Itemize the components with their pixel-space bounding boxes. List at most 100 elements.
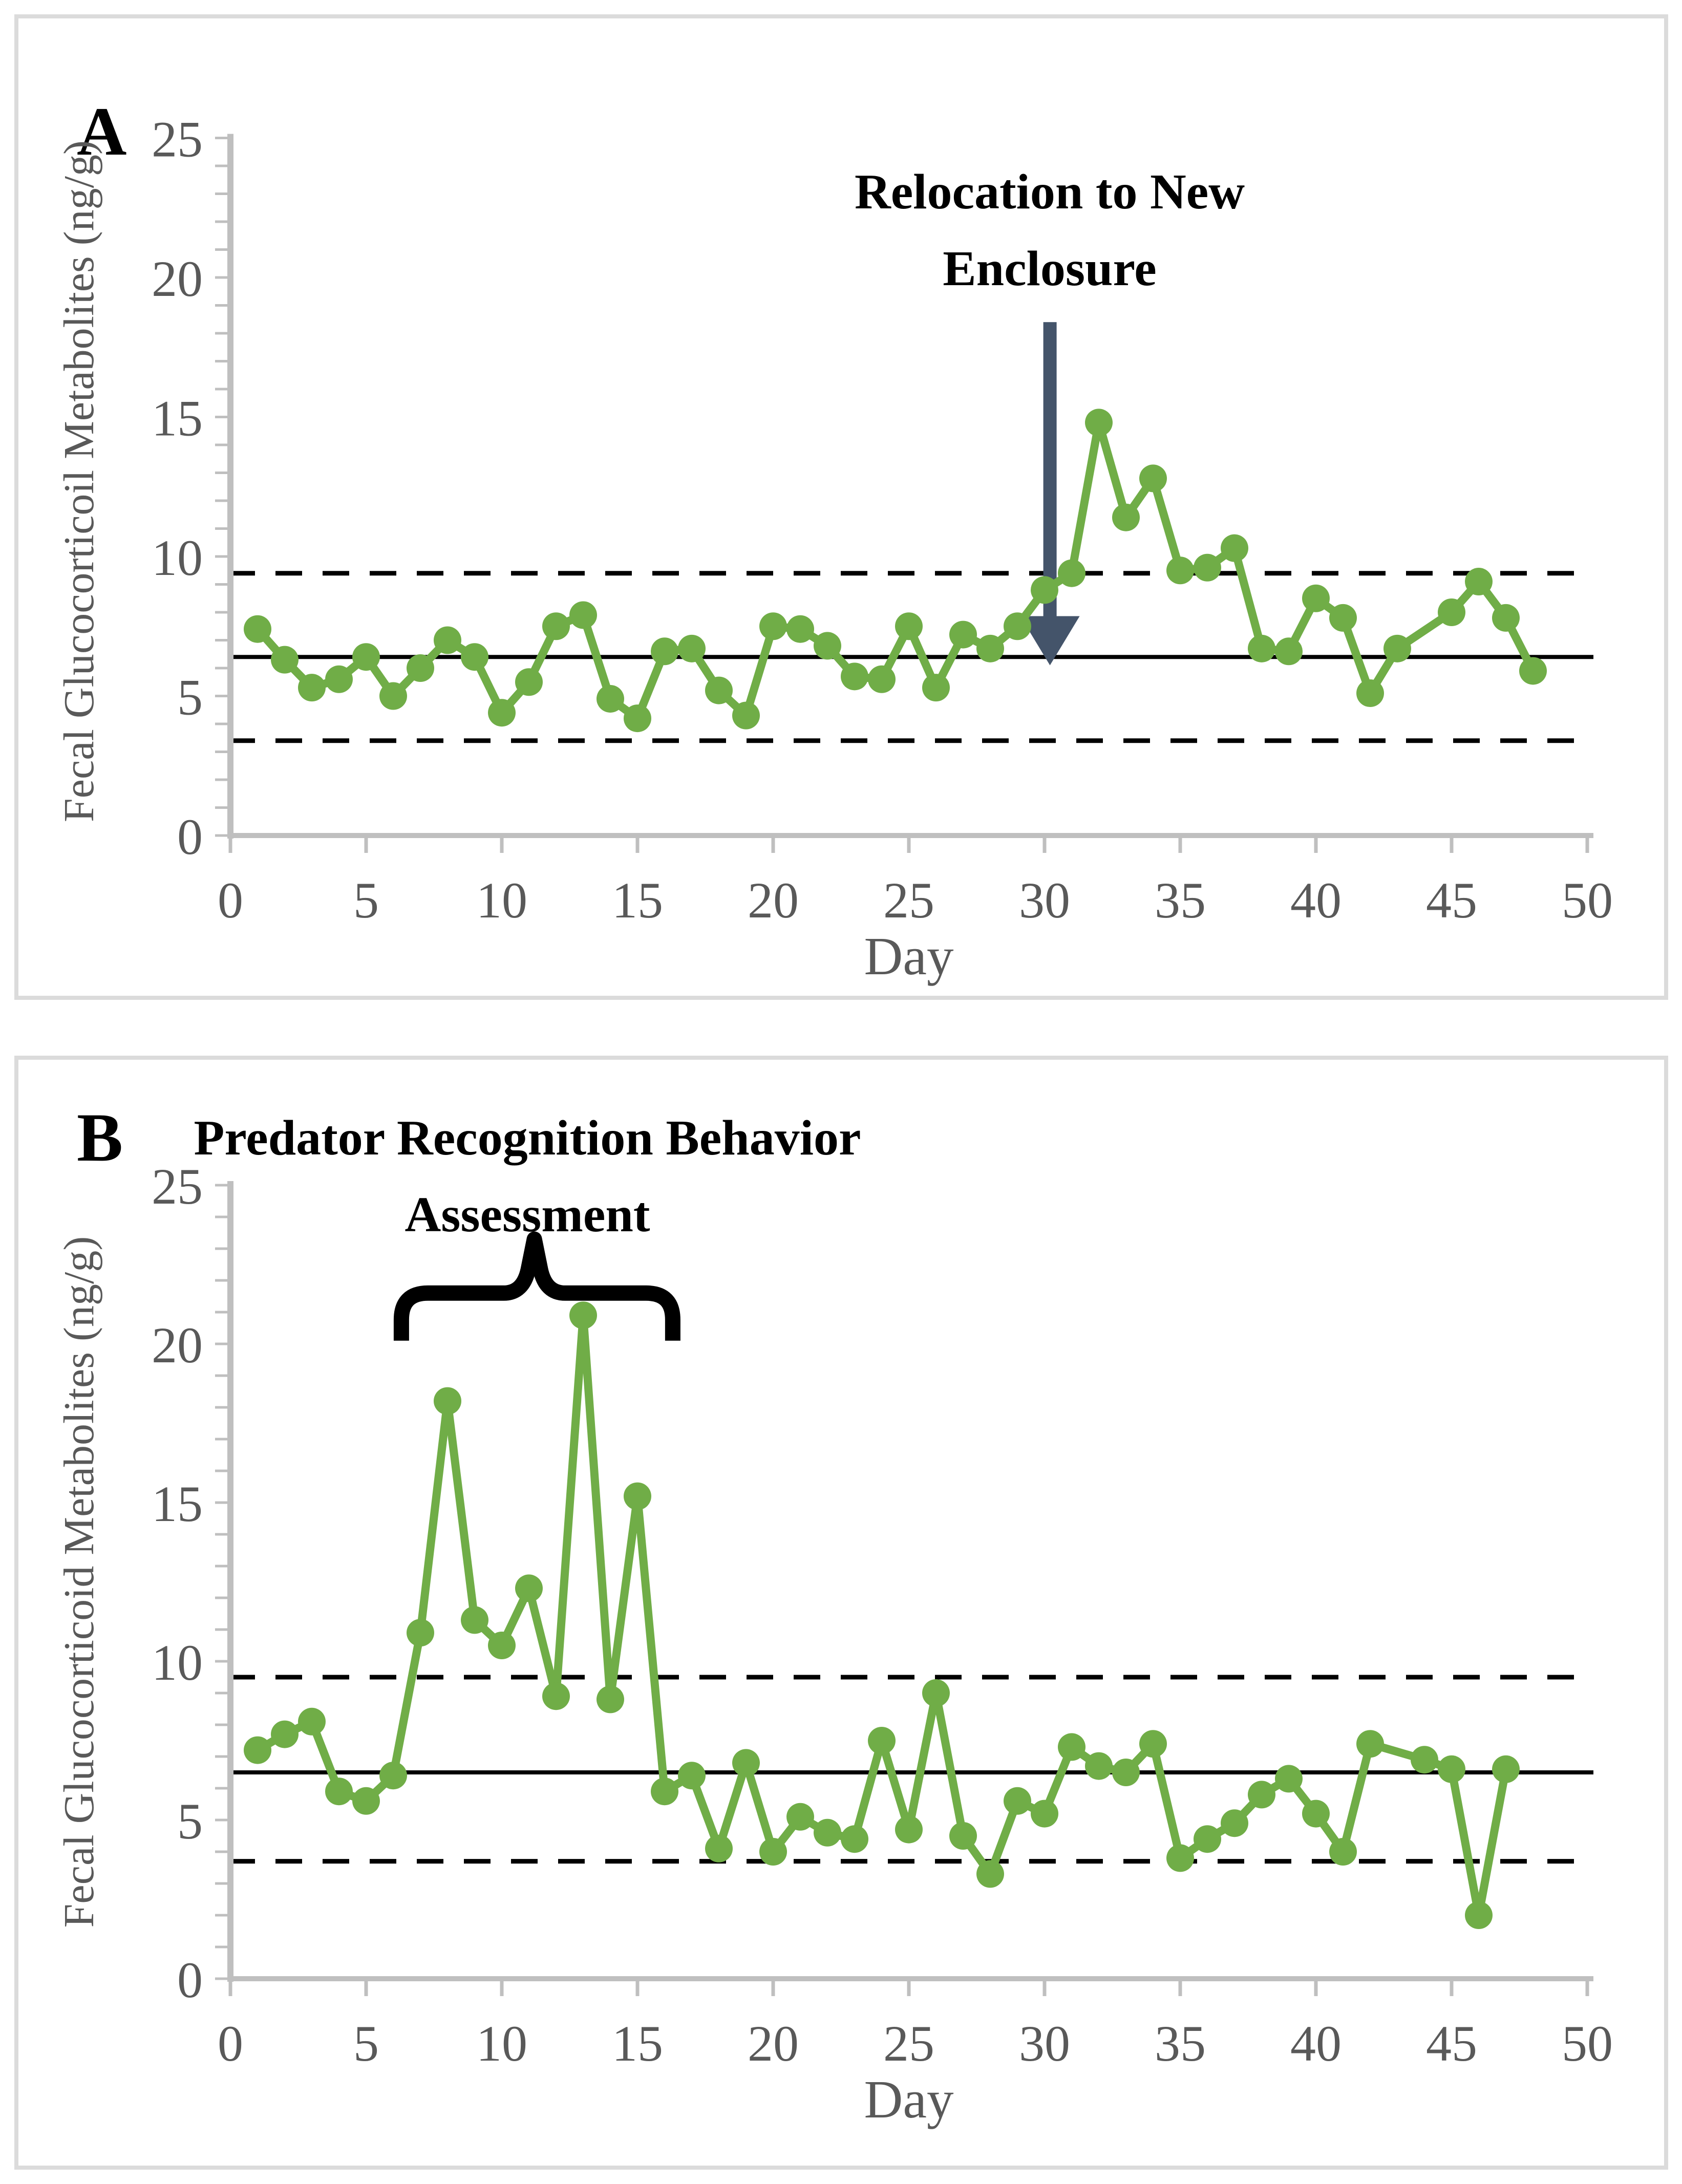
data-point-b-day-33 — [1112, 1759, 1140, 1786]
data-point-b-day-45 — [1438, 1755, 1465, 1783]
data-point-a-day-33 — [1112, 503, 1140, 531]
data-point-b-day-29 — [1004, 1787, 1031, 1815]
x-tick-label-a-10: 10 — [476, 872, 527, 929]
panel-a-x-axis-title: Day — [864, 926, 954, 986]
data-point-a-day-21 — [786, 615, 814, 643]
data-point-b-day-27 — [949, 1822, 977, 1850]
data-point-a-day-43 — [1383, 634, 1411, 662]
data-point-b-day-16 — [651, 1778, 678, 1806]
data-point-b-day-37 — [1221, 1809, 1248, 1837]
data-point-b-day-21 — [786, 1803, 814, 1831]
x-tick-label-a-20: 20 — [748, 872, 799, 929]
data-point-b-day-15 — [624, 1482, 651, 1510]
x-tick-label-b-30: 30 — [1019, 2015, 1070, 2072]
y-tick-label-b-25: 25 — [152, 1158, 203, 1215]
data-point-b-day-17 — [678, 1762, 706, 1790]
data-point-b-day-4 — [325, 1778, 353, 1806]
data-point-b-day-31 — [1058, 1733, 1085, 1761]
x-tick-label-a-0: 0 — [218, 872, 243, 929]
data-point-b-day-44 — [1411, 1746, 1438, 1774]
y-tick-label-a-0: 0 — [177, 808, 203, 865]
data-point-a-day-38 — [1248, 634, 1275, 662]
panel-b-y-axis-title: Fecal Glucocorticoid Metabolites (ng/g) — [55, 1236, 103, 1928]
data-point-b-day-39 — [1275, 1765, 1303, 1793]
x-tick-label-a-35: 35 — [1155, 872, 1206, 929]
data-point-a-day-46 — [1465, 568, 1493, 596]
data-point-b-day-10 — [488, 1632, 516, 1659]
data-point-b-day-8 — [434, 1387, 461, 1415]
data-point-a-day-11 — [515, 668, 543, 696]
data-point-a-day-25 — [895, 612, 923, 640]
data-point-a-day-34 — [1139, 464, 1167, 493]
data-point-b-day-12 — [542, 1682, 570, 1710]
data-point-a-day-28 — [976, 634, 1004, 662]
x-tick-label-a-45: 45 — [1426, 872, 1477, 929]
x-tick-label-b-10: 10 — [476, 2015, 527, 2072]
data-point-a-day-30 — [1031, 576, 1058, 604]
data-point-a-day-26 — [922, 674, 950, 702]
predator-assessment-title: Predator Recognition Behavior Assessment — [118, 1100, 937, 1253]
data-point-b-day-2 — [271, 1720, 299, 1748]
data-point-b-day-38 — [1248, 1781, 1275, 1809]
data-point-b-day-11 — [515, 1574, 543, 1602]
data-point-b-day-35 — [1166, 1844, 1194, 1872]
y-tick-label-a-15: 15 — [152, 390, 203, 447]
data-point-a-day-16 — [651, 637, 678, 666]
x-tick-label-b-40: 40 — [1290, 2015, 1342, 2072]
data-point-a-day-18 — [705, 676, 733, 704]
y-tick-label-b-15: 15 — [152, 1475, 203, 1532]
x-tick-label-b-20: 20 — [748, 2015, 799, 2072]
data-point-a-day-13 — [569, 601, 597, 629]
data-point-a-day-29 — [1004, 612, 1031, 640]
predator-assessment-title-line1: Predator Recognition Behavior — [194, 1110, 861, 1166]
relocation-arrow-shaft — [1043, 322, 1057, 616]
data-point-b-day-5 — [352, 1787, 380, 1815]
panel-a-y-axis-title: Fecal Glucocorticoil Metabolites (ng/g) — [55, 140, 103, 822]
data-point-b-day-7 — [407, 1619, 434, 1647]
y-tick-label-a-5: 5 — [177, 669, 203, 726]
data-point-b-day-36 — [1194, 1825, 1221, 1853]
data-point-a-day-14 — [597, 684, 624, 713]
data-point-b-day-19 — [732, 1749, 760, 1777]
y-tick-label-b-0: 0 — [177, 1952, 203, 2008]
panel-b-x-axis-title: Day — [864, 2069, 954, 2129]
x-tick-label-b-5: 5 — [353, 2015, 379, 2072]
data-point-b-day-47 — [1492, 1755, 1520, 1783]
data-point-a-day-10 — [488, 699, 516, 727]
data-point-a-day-42 — [1356, 679, 1384, 708]
panel-b-letter: B — [77, 1100, 123, 1176]
data-point-a-day-15 — [624, 704, 651, 733]
data-point-a-day-31 — [1058, 559, 1085, 587]
data-point-a-day-7 — [407, 654, 434, 682]
x-tick-label-a-5: 5 — [353, 872, 379, 929]
y-tick-label-b-20: 20 — [152, 1317, 203, 1374]
x-tick-label-a-15: 15 — [612, 872, 663, 929]
data-point-a-day-6 — [379, 682, 407, 710]
data-point-b-day-22 — [814, 1818, 841, 1847]
data-point-b-day-34 — [1139, 1730, 1167, 1758]
predator-assessment-title-line2: Assessment — [404, 1187, 650, 1243]
data-point-b-day-18 — [705, 1834, 733, 1862]
data-point-a-day-2 — [271, 646, 299, 674]
data-point-b-day-42 — [1356, 1730, 1384, 1758]
data-point-a-day-22 — [814, 632, 841, 660]
data-point-a-day-4 — [325, 665, 353, 693]
x-tick-label-a-30: 30 — [1019, 872, 1070, 929]
x-tick-label-b-35: 35 — [1155, 2015, 1206, 2072]
data-point-a-day-5 — [352, 643, 380, 671]
data-point-b-day-32 — [1085, 1752, 1113, 1780]
data-point-b-day-23 — [841, 1825, 868, 1853]
y-tick-label-a-25: 25 — [152, 111, 203, 168]
data-point-a-day-41 — [1329, 604, 1357, 632]
relocation-annotation-line2: Enclosure — [943, 241, 1157, 296]
data-point-a-day-39 — [1275, 637, 1303, 666]
data-point-a-day-35 — [1166, 556, 1194, 585]
series-line-a — [253, 418, 1537, 723]
data-point-a-day-17 — [678, 634, 706, 662]
data-point-a-day-48 — [1519, 657, 1547, 685]
x-tick-label-b-25: 25 — [883, 2015, 934, 2072]
series-line-b — [253, 1311, 1510, 1919]
data-point-a-day-37 — [1221, 534, 1248, 562]
y-tick-label-b-5: 5 — [177, 1793, 203, 1850]
